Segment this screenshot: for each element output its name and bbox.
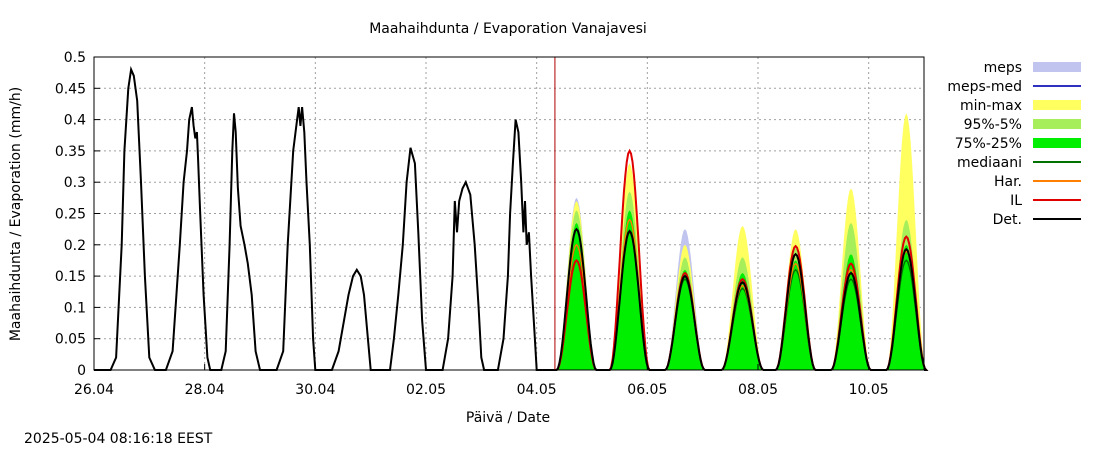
- legend-swatch: [1033, 138, 1081, 148]
- y-tick-label: 0.35: [55, 144, 86, 160]
- x-tick-label: 06.05: [627, 382, 667, 398]
- x-tick-label: 28.04: [185, 382, 225, 398]
- legend-label: mediaani: [957, 155, 1022, 171]
- y-tick-label: 0.5: [64, 50, 86, 66]
- p75-25-band: [665, 269, 705, 370]
- chart-title: Maahaihdunta / Evaporation Vanajavesi: [369, 21, 647, 37]
- legend-label: Det.: [993, 212, 1022, 228]
- x-axis-label: Päivä / Date: [466, 410, 550, 426]
- det-forecast-line: [542, 227, 929, 371]
- y-tick-label: 0.45: [55, 81, 86, 97]
- legend-label: meps: [984, 60, 1022, 76]
- p75-25-band: [831, 254, 871, 370]
- p75-25-band: [886, 244, 927, 370]
- forecast-bands: [556, 113, 927, 371]
- legend: meps meps-med min-max 95%-5% 75%-25% mediaani…: [947, 60, 1081, 228]
- y-tick-label: 0.05: [55, 332, 86, 348]
- timestamp: 2025-05-04 08:16:18 EEST: [24, 431, 213, 447]
- legend-swatch: [1033, 100, 1081, 110]
- x-tick-label: 30.04: [295, 382, 335, 398]
- x-tick-label: 02.05: [406, 382, 446, 398]
- legend-swatch: [1033, 62, 1081, 72]
- p75-25-band: [721, 273, 764, 370]
- y-tick-label: 0.25: [55, 207, 86, 223]
- y-tick-label: 0.1: [64, 300, 86, 316]
- legend-label: Har.: [994, 174, 1022, 190]
- y-tick-label: 0.2: [64, 238, 86, 254]
- legend-label: meps-med: [947, 79, 1022, 95]
- legend-label: 95%-5%: [964, 117, 1022, 133]
- y-tick-label: 0.3: [64, 175, 86, 191]
- legend-label: 75%-25%: [955, 136, 1022, 152]
- legend-swatch: [1033, 119, 1081, 129]
- p75-25-band: [775, 260, 816, 370]
- y-tick-label: 0.4: [64, 113, 86, 129]
- legend-label: IL: [1010, 193, 1022, 209]
- p75-25-band: [556, 222, 597, 370]
- y-tick-label: 0: [77, 363, 86, 379]
- x-tick-label: 04.05: [517, 382, 557, 398]
- axis-ticks: 0 0.05 0.1 0.15 0.2 0.25 0.3 0.35 0.4 0.45 0.5 26.0…: [55, 50, 889, 398]
- series-lines: [94, 57, 929, 371]
- x-tick-label: 10.05: [849, 382, 889, 398]
- legend-label: min-max: [960, 98, 1022, 114]
- x-tick-label: 08.05: [738, 382, 778, 398]
- y-tick-label: 0.15: [55, 269, 86, 285]
- y-axis-label: Maahaihdunta / Evaporation (mm/h): [8, 87, 24, 341]
- observed-line: [94, 65, 543, 371]
- p75-25-band: [609, 210, 650, 370]
- x-tick-label: 26.04: [74, 382, 114, 398]
